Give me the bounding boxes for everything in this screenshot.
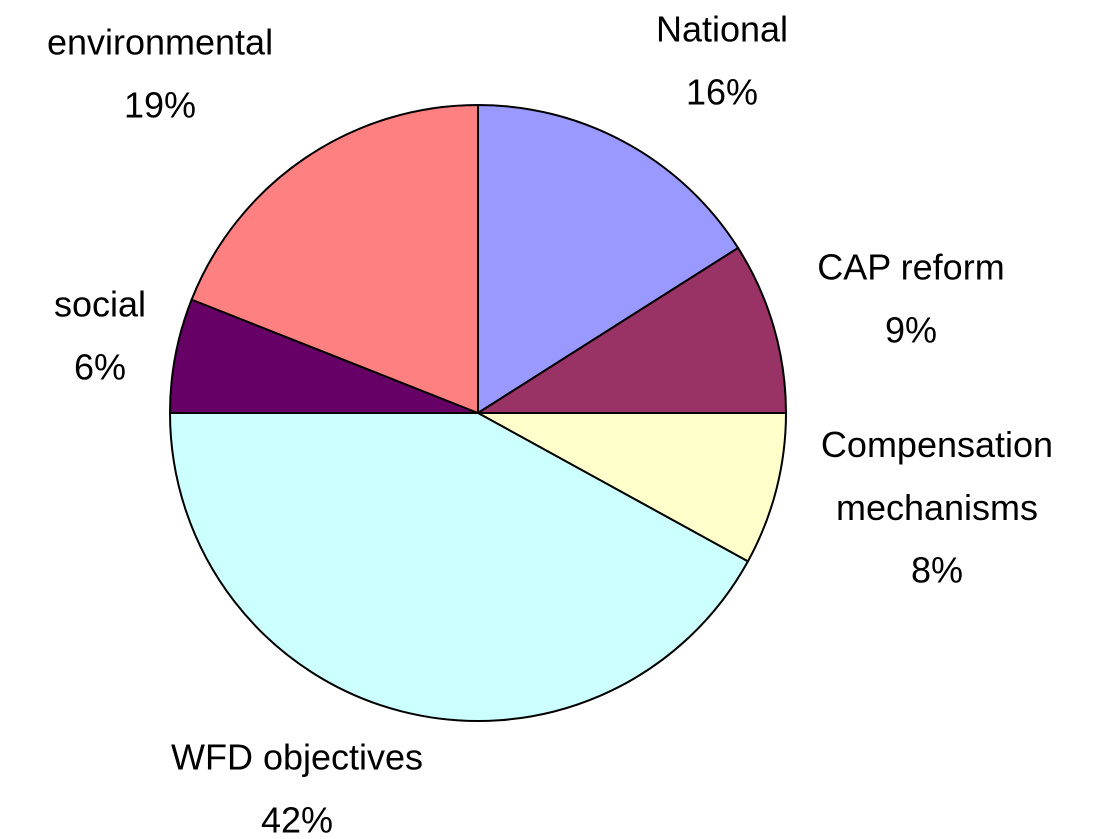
slice-value-label: 8% bbox=[911, 550, 963, 591]
slice-value-label: 19% bbox=[124, 85, 196, 126]
slice-value-label: 9% bbox=[885, 310, 937, 351]
slice-label: WFD objectives bbox=[171, 737, 423, 778]
pie-slice bbox=[477, 412, 788, 563]
slice-label: National bbox=[656, 9, 788, 50]
pie-slice bbox=[477, 103, 740, 415]
slice-label: environmental bbox=[47, 22, 273, 63]
slice-value-label: 6% bbox=[74, 347, 126, 388]
pie-slice bbox=[474, 246, 788, 414]
pie-slice bbox=[190, 103, 479, 415]
slice-label: social bbox=[54, 284, 146, 325]
slice-label: Compensation mechanisms bbox=[821, 424, 1053, 528]
slice-label: CAP reform bbox=[817, 247, 1004, 288]
pie-slice bbox=[168, 412, 750, 722]
slice-value-label: 42% bbox=[261, 800, 333, 839]
slice-value-label: 16% bbox=[686, 72, 758, 113]
